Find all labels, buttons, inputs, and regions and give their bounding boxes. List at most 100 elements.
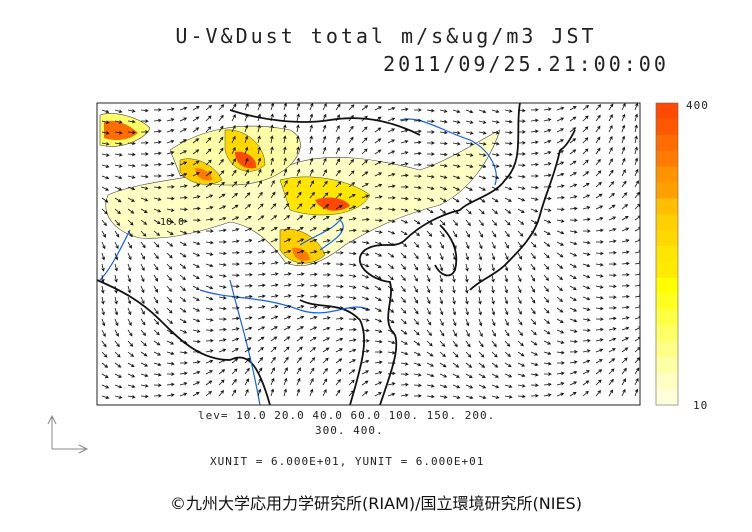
wind-arrow (153, 162, 162, 167)
wind-arrow (153, 263, 159, 271)
wind-arrow (322, 326, 331, 331)
wind-arrow (205, 159, 212, 166)
wind-arrow (556, 274, 563, 281)
wind-arrow (465, 153, 474, 157)
wind-arrow (322, 378, 328, 386)
wind-arrow (374, 138, 382, 144)
wind-arrow (543, 150, 552, 155)
wind-arrow (621, 347, 629, 353)
wind-arrow (348, 390, 355, 397)
wind-arrow (257, 283, 266, 288)
wind-arrow (465, 395, 474, 400)
wind-arrow (491, 329, 496, 337)
wind-arrow (283, 326, 291, 331)
wind-arrow (387, 350, 396, 355)
wind-arrow (543, 307, 550, 314)
wind-arrow (127, 274, 132, 283)
wind-arrow (218, 379, 225, 386)
wind-arrow (595, 317, 604, 321)
wind-arrow (140, 230, 147, 237)
wind-arrow (374, 106, 382, 111)
wind-arrow (231, 135, 236, 144)
wind-arrow (257, 203, 264, 210)
wind-arrow (205, 171, 213, 177)
wind-arrow (504, 329, 510, 337)
wind-arrow (621, 180, 627, 188)
wind-arrow (530, 208, 539, 213)
wind-arrow (192, 183, 201, 188)
wind-arrow (426, 219, 434, 226)
wind-arrow (569, 370, 578, 375)
wind-arrow (257, 357, 264, 364)
wind-arrow (140, 252, 145, 260)
wind-arrow (543, 241, 551, 247)
wind-arrow (452, 362, 460, 368)
wind-arrow (140, 263, 145, 272)
wind-arrow (413, 394, 422, 398)
wind-arrow (179, 207, 188, 212)
wind-arrow (478, 164, 487, 168)
wind-arrow (543, 118, 552, 122)
wind-arrow (439, 351, 446, 358)
wind-arrow (465, 219, 471, 227)
wind-arrow (101, 362, 109, 368)
wind-arrow (361, 318, 370, 322)
wind-arrow (621, 157, 626, 166)
wind-arrow (153, 318, 160, 325)
wind-arrow (504, 152, 513, 157)
wind-arrow (608, 158, 613, 166)
wind-arrow (556, 329, 565, 334)
wind-arrow (556, 150, 565, 155)
wind-arrow (101, 175, 110, 180)
wind-arrow (452, 219, 459, 226)
contour-levels-line2: 300. 400. (315, 424, 384, 437)
wind-arrow (309, 326, 318, 331)
wind-arrow (582, 105, 590, 111)
wind-arrow (465, 230, 470, 238)
wind-arrow (335, 204, 343, 210)
wind-arrow (179, 307, 187, 313)
wind-arrow (374, 116, 382, 122)
colorbar-band (656, 134, 678, 152)
wind-arrow (608, 368, 615, 375)
wind-arrow (296, 315, 305, 320)
wind-arrow (296, 388, 301, 397)
wind-arrow (504, 373, 513, 378)
wind-arrow (439, 119, 448, 124)
wind-arrow (296, 135, 300, 144)
wind-arrow (543, 393, 552, 397)
wind-arrow (413, 351, 421, 356)
wind-arrow (530, 329, 537, 336)
wind-arrow (166, 340, 175, 345)
wind-arrow (205, 390, 212, 397)
colorbar-band (656, 293, 678, 311)
wind-arrow (387, 207, 396, 212)
wind-arrow (439, 296, 444, 305)
wind-arrow (426, 108, 435, 113)
chart-timestamp: 2011/09/25.21:00:00 (383, 52, 669, 76)
wind-arrow (595, 306, 604, 311)
wind-arrow (140, 119, 149, 123)
wind-arrow (426, 241, 432, 249)
wind-arrow (504, 263, 509, 272)
wind-arrow (569, 160, 577, 166)
wind-arrow (127, 230, 133, 238)
wind-arrow (296, 283, 305, 287)
wind-arrow (543, 173, 552, 178)
wind-arrow (244, 388, 249, 397)
wind-arrow (426, 130, 435, 134)
wind-arrow (205, 137, 212, 144)
wind-arrow (556, 207, 565, 212)
wind-arrow (283, 179, 288, 188)
wind-arrow (257, 367, 263, 375)
wind-arrow (218, 317, 227, 321)
wind-arrow (491, 109, 500, 114)
wind-arrow (153, 174, 162, 178)
wind-arrow (374, 160, 382, 166)
wind-arrow (413, 285, 418, 293)
wind-arrow (413, 263, 419, 271)
wind-arrow (127, 252, 132, 261)
wind-arrow (348, 251, 357, 256)
wind-arrow (400, 296, 406, 304)
wind-arrow (491, 263, 495, 272)
